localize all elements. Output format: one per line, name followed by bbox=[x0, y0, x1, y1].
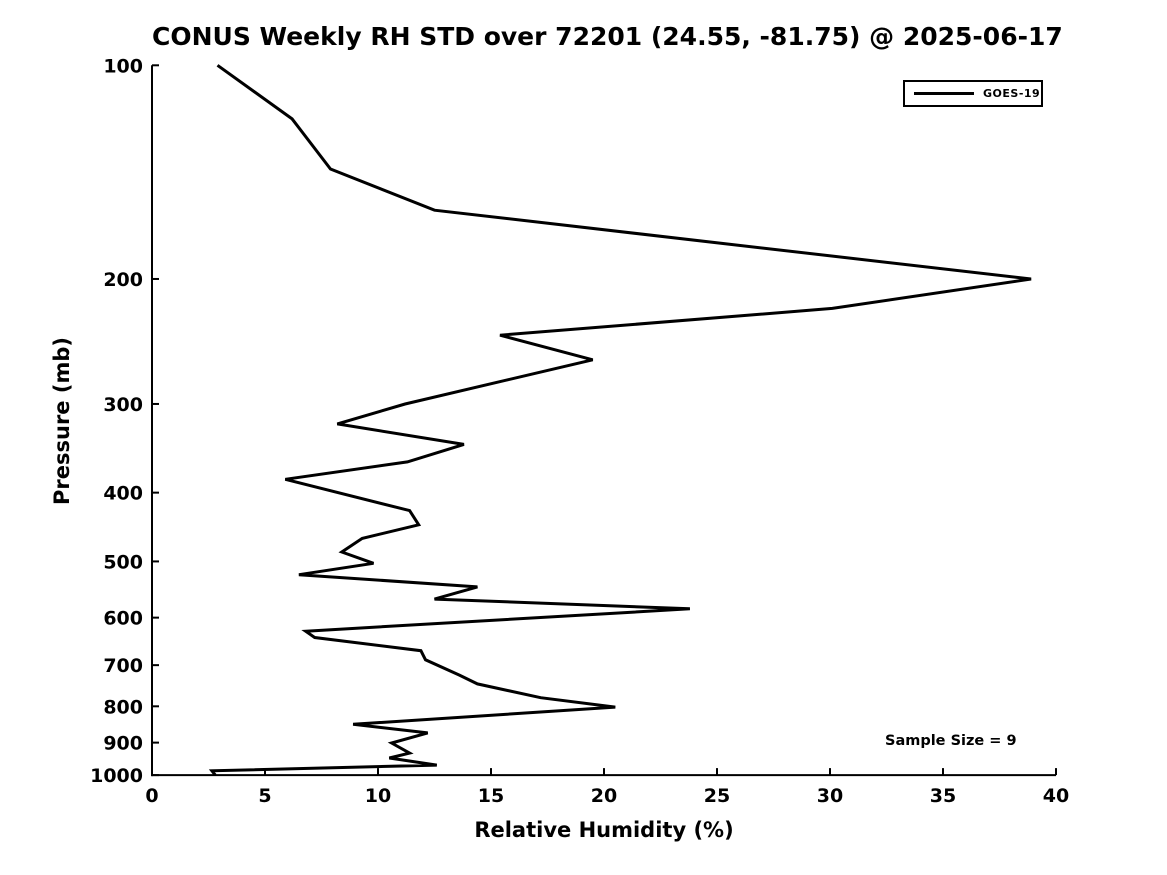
svg-text:15: 15 bbox=[478, 785, 504, 807]
svg-text:800: 800 bbox=[103, 696, 143, 718]
legend: GOES-19 bbox=[903, 80, 1043, 107]
svg-text:500: 500 bbox=[103, 551, 143, 573]
sample-size-annotation: Sample Size = 9 bbox=[885, 733, 1017, 749]
svg-text:0: 0 bbox=[145, 785, 158, 807]
svg-text:900: 900 bbox=[103, 733, 143, 755]
legend-label: GOES-19 bbox=[983, 87, 1041, 100]
chart-title: CONUS Weekly RH STD over 72201 (24.55, -… bbox=[152, 22, 1063, 51]
svg-text:300: 300 bbox=[103, 394, 143, 416]
x-axis-label: Relative Humidity (%) bbox=[474, 818, 734, 842]
y-axis-label: Pressure (mb) bbox=[50, 337, 74, 505]
svg-text:10: 10 bbox=[365, 785, 391, 807]
svg-text:30: 30 bbox=[817, 785, 843, 807]
svg-text:400: 400 bbox=[103, 483, 143, 505]
svg-text:40: 40 bbox=[1043, 785, 1069, 807]
svg-text:5: 5 bbox=[258, 785, 271, 807]
svg-text:200: 200 bbox=[103, 269, 143, 291]
svg-text:700: 700 bbox=[103, 655, 143, 677]
legend-line-sample bbox=[914, 91, 974, 96]
svg-text:35: 35 bbox=[930, 785, 956, 807]
svg-text:25: 25 bbox=[704, 785, 730, 807]
svg-text:20: 20 bbox=[591, 785, 617, 807]
svg-text:600: 600 bbox=[103, 608, 143, 630]
svg-text:1000: 1000 bbox=[90, 765, 143, 787]
svg-text:100: 100 bbox=[103, 55, 143, 77]
